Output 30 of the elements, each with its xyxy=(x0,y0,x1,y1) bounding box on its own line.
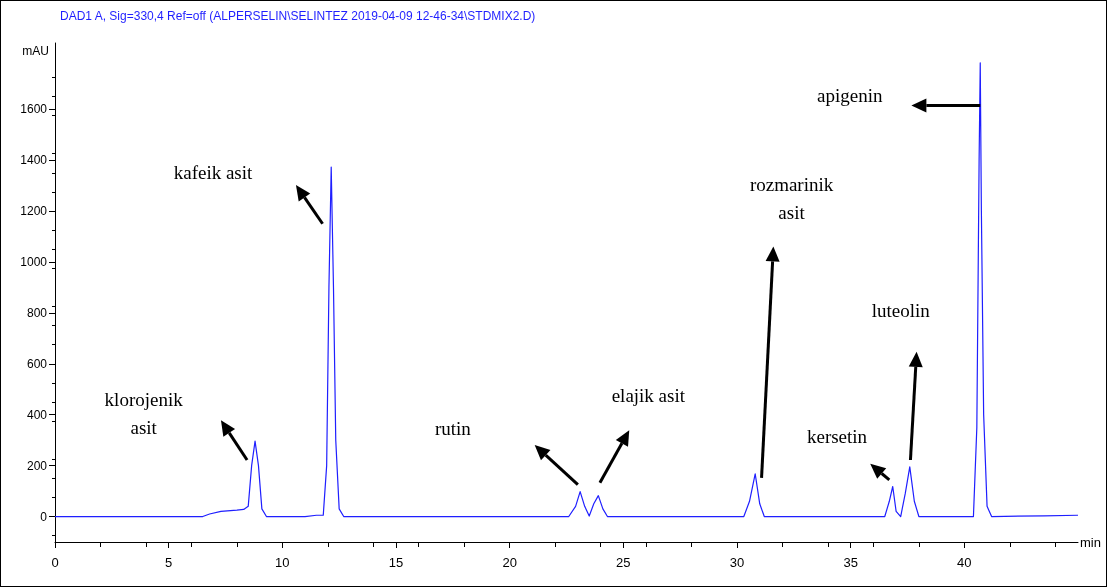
chart-title: DAD1 A, Sig=330,4 Ref=off (ALPERSELIN\SELINTEZ 2019-04-09 12-46-34\STDMIX2.D) xyxy=(60,9,536,23)
annotation: kafeik asit xyxy=(173,162,254,184)
x-tick-label: 30 xyxy=(729,555,745,570)
x-tick-label: 25 xyxy=(616,555,631,570)
annotation: luteolin xyxy=(871,299,931,321)
y-tick-label: 400 xyxy=(26,407,48,422)
x-tick-label: 10 xyxy=(275,555,290,570)
y-tick-label: 800 xyxy=(26,305,48,320)
y-axis-title: mAU xyxy=(22,44,49,58)
annotation: apigenin xyxy=(817,84,883,106)
y-tick-label: 1400 xyxy=(20,153,48,168)
x-tick-label: 35 xyxy=(843,555,858,570)
x-tick-label: 40 xyxy=(957,555,972,570)
line-series xyxy=(54,62,1079,518)
y-tick-label: 1000 xyxy=(20,254,48,269)
y-tick-label: 1600 xyxy=(20,102,48,117)
x-tick-label: 15 xyxy=(388,555,404,570)
x-tick-label: 5 xyxy=(165,555,173,570)
annotation: klorojenik asit xyxy=(104,388,184,438)
y-tick-label: 1200 xyxy=(20,204,48,219)
y-tick-label: 600 xyxy=(26,356,48,371)
x-tick-label: 20 xyxy=(502,555,517,570)
y-tick-label: 200 xyxy=(26,458,48,473)
y-tick-label: 0 xyxy=(40,509,48,524)
annotation: rutin xyxy=(434,417,472,439)
x-axis-title: min xyxy=(1080,534,1101,550)
annotation: rozmarinik asit xyxy=(749,174,834,224)
annotation: kersetin xyxy=(806,425,868,447)
x-tick-label: 0 xyxy=(51,555,59,570)
annotation: elajik asit xyxy=(611,384,686,406)
